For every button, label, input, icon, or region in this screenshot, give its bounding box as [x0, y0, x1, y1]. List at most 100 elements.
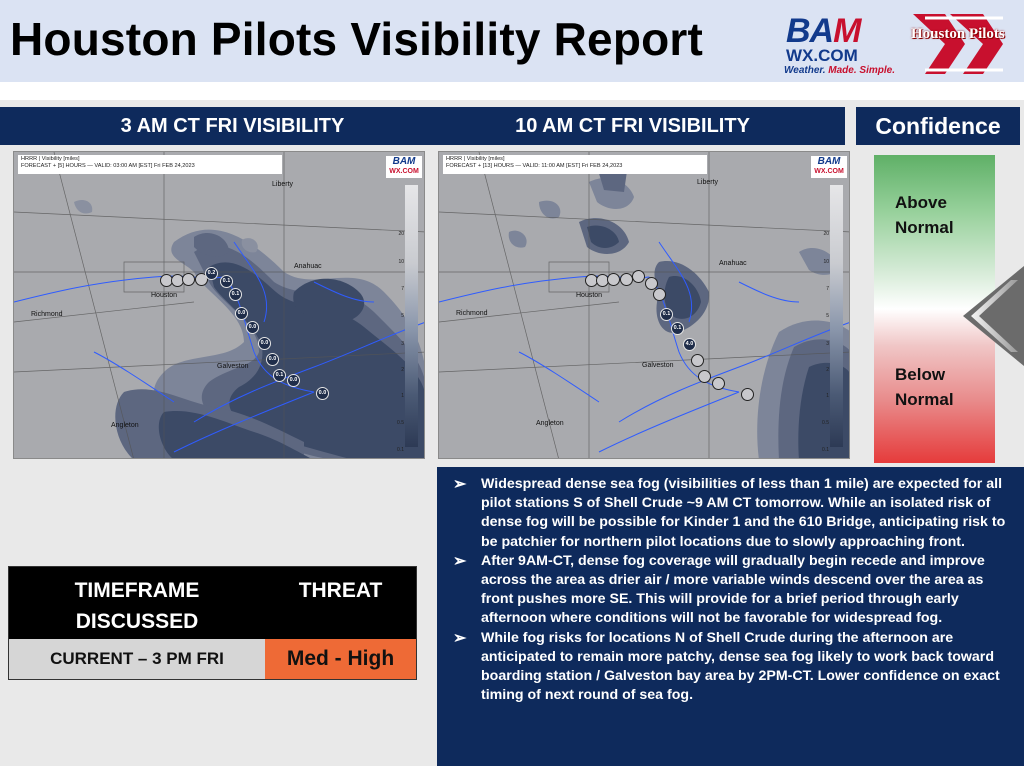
map-3am-info-line2: FORECAST + [5] HOURS — VALID: 03:00 AM […	[21, 163, 195, 169]
city-label-galveston: Galveston	[642, 362, 674, 369]
visibility-map-3am: HRRR | Visibility [miles] FORECAST + [5]…	[13, 151, 425, 459]
pilot-station-marker: 0.0	[316, 387, 329, 400]
left-map-header: 3 AM CT FRI VISIBILITY	[0, 107, 425, 145]
scale-label: 20	[823, 231, 829, 237]
page-title: Houston Pilots Visibility Report	[10, 13, 704, 65]
map-10am-info-line1: HRRR | Visibility [miles]	[446, 156, 505, 162]
scale-label: 3	[826, 341, 829, 347]
pilot-station-marker: 0.1	[273, 369, 286, 382]
map-10am-scale-bar	[830, 185, 843, 447]
pilot-station-marker: 0.2	[205, 267, 218, 280]
bullet-arrow-icon: ➢	[453, 476, 467, 493]
discussion-panel: ➢ Widespread dense sea fog (visibilities…	[437, 467, 1024, 766]
map-10am-info: HRRR | Visibility [miles] FORECAST + [13…	[443, 155, 707, 174]
scale-label: 3	[401, 341, 404, 347]
map-3am-scale-bar	[405, 185, 418, 447]
pilot-station-marker: 0.1	[229, 288, 242, 301]
scale-label: 7	[826, 286, 829, 292]
scale-label: 20	[398, 231, 404, 237]
bullet-arrow-icon: ➢	[453, 552, 467, 570]
confidence-header: Confidence	[856, 107, 1020, 145]
bam-logo-word: BAM	[786, 12, 861, 50]
scale-label: 1	[401, 393, 404, 399]
pilot-station-marker: 0.0	[246, 321, 259, 334]
timeframe-threat-table: TIMEFRAME DISCUSSED THREAT CURRENT – 3 P…	[8, 566, 417, 680]
bam-logo-site: WX.COM	[786, 46, 858, 65]
city-label-galveston: Galveston	[217, 363, 249, 370]
city-label-angleton: Angleton	[111, 422, 139, 429]
timeframe-column-header: TIMEFRAME DISCUSSED	[9, 575, 265, 637]
confidence-above-label: Above Normal	[895, 190, 954, 240]
scale-label: 10	[823, 259, 829, 265]
threat-level-cell: Med - High	[265, 639, 416, 679]
timeframe-header-line2: DISCUSSED	[75, 610, 199, 633]
pilot-station-marker	[653, 288, 666, 301]
pilot-station-marker: 0.0	[266, 353, 279, 366]
confidence-below-line1: Below	[895, 365, 946, 384]
bam-wx-logo: BAM WX.COM Weather. Made. Simple.	[782, 12, 900, 78]
map-10am-graphic	[439, 152, 849, 458]
scale-label: 2	[401, 367, 404, 373]
pilot-station-marker	[632, 270, 645, 283]
pilot-station-marker	[698, 370, 711, 383]
pilot-station-marker	[195, 273, 208, 286]
map-10am-scale-labels: 20 10 7 5 3 2 1 0.5 0.1	[809, 185, 829, 453]
pilot-station-marker	[691, 354, 704, 367]
city-label-liberty: Liberty	[272, 181, 294, 188]
city-label-anahuac: Anahuac	[294, 263, 322, 270]
map-3am-bam-logo: BAM WX.COM	[386, 156, 422, 178]
title-bar: Houston Pilots Visibility Report BAM WX.…	[0, 0, 1024, 82]
scale-label: 0.1	[397, 447, 404, 453]
discussion-bullet: ➢ While fog risks for locations N of She…	[453, 629, 1014, 706]
pilot-station-marker: 0.1	[220, 275, 233, 288]
discussion-bullet: ➢ After 9AM-CT, dense fog coverage will …	[453, 552, 1014, 629]
map-10am-bam-logo: BAM WX.COM	[811, 156, 847, 178]
city-label-houston: Houston	[576, 292, 603, 299]
city-label-richmond: Richmond	[31, 311, 63, 318]
bullet-text: While fog risks for locations N of Shell…	[481, 629, 1000, 704]
threat-column-header: THREAT	[298, 579, 383, 602]
scale-label: 10	[398, 259, 404, 265]
pilot-station-marker: 0.1	[671, 322, 684, 335]
houston-pilots-text: Houston Pilots	[911, 26, 1005, 42]
pilot-station-marker	[645, 277, 658, 290]
scale-label: 5	[826, 313, 829, 319]
confidence-below-label: Below Normal	[895, 362, 954, 412]
map-10am-info-line2: FORECAST + [13] HOURS — VALID: 11:00 AM …	[446, 163, 623, 169]
bullet-text: Widespread dense sea fog (visibilities o…	[481, 476, 1006, 550]
pilot-station-marker	[741, 388, 754, 401]
houston-pilots-logo: Houston Pilots	[905, 8, 1020, 80]
map-3am-info: HRRR | Visibility [miles] FORECAST + [5]…	[18, 155, 282, 174]
map-3am-info-line1: HRRR | Visibility [miles]	[21, 156, 80, 162]
confidence-above-line2: Normal	[895, 218, 954, 237]
city-label-richmond: Richmond	[456, 310, 488, 317]
scale-label: 0.5	[397, 420, 404, 426]
pilot-station-marker	[607, 273, 620, 286]
pilot-station-marker: 4.0	[683, 338, 696, 351]
bam-logo-tagline: Weather. Made. Simple.	[784, 65, 895, 76]
bullet-text: After 9AM-CT, dense fog coverage will gr…	[481, 552, 985, 627]
map-3am-scale-labels: 20 10 7 5 3 2 1 0.5 0.1	[384, 185, 404, 453]
confidence-above-line1: Above	[895, 193, 947, 212]
timeframe-header-line1: TIMEFRAME	[74, 579, 200, 602]
city-label-liberty: Liberty	[697, 179, 719, 186]
discussion-bullet: ➢ Widespread dense sea fog (visibilities…	[453, 475, 1014, 552]
pilot-station-marker: 0.0	[287, 374, 300, 387]
scale-label: 1	[826, 393, 829, 399]
confidence-pointer-icon	[963, 266, 1024, 366]
pilot-station-marker: 0.0	[235, 307, 248, 320]
visibility-map-10am: HRRR | Visibility [miles] FORECAST + [13…	[438, 151, 850, 459]
scale-label: 2	[826, 367, 829, 373]
scale-label: 0.5	[822, 420, 829, 426]
city-label-houston: Houston	[151, 292, 178, 299]
pilot-station-marker: 0.0	[258, 337, 271, 350]
pilot-station-marker: 0.1	[660, 308, 673, 321]
confidence-below-line2: Normal	[895, 390, 954, 409]
map-3am-graphic	[14, 152, 424, 458]
city-label-anahuac: Anahuac	[719, 260, 747, 267]
table-header-row: TIMEFRAME DISCUSSED THREAT	[9, 567, 416, 639]
scale-label: 0.1	[822, 447, 829, 453]
city-label-angleton: Angleton	[536, 420, 564, 427]
bullet-arrow-icon: ➢	[453, 629, 467, 647]
scale-label: 7	[401, 286, 404, 292]
